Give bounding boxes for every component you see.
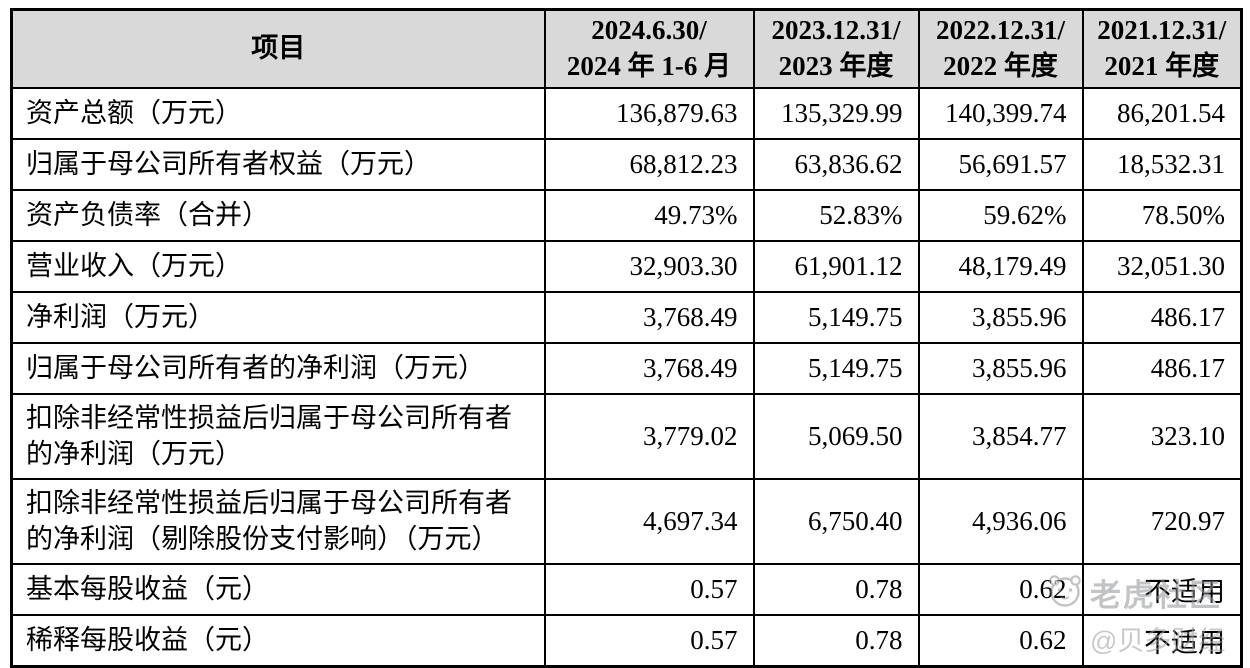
period-line2: 2024 年 1-6 月 (566, 51, 732, 81)
value-cell: 5,149.75 (752, 291, 920, 344)
row-label-cell: 资产负债率（合并） (10, 189, 546, 242)
value-cell: 3,855.96 (917, 342, 1084, 395)
value-cell: 0.78 (752, 613, 920, 668)
period-line1: 2023.12.31/ (771, 15, 901, 46)
row-label-cell: 归属于母公司所有者的净利润（万元） (10, 342, 546, 395)
table-body: 资产总额（万元） 136,879.63 135,329.99 140,399.74 86… (10, 87, 1243, 668)
column-header-item: 项目 (10, 8, 546, 89)
value-cell: 0.57 (543, 562, 755, 616)
value-cell: 4,697.34 (543, 477, 755, 565)
value-cell: 0.62 (917, 613, 1084, 668)
table-row: 资产负债率（合并） 49.73% 52.83% 59.62% 78.50% (10, 189, 1243, 242)
value-cell: 59.62% (917, 189, 1084, 242)
row-label-cell: 扣除非经常性损益后归属于母公司所有者的净利润（剔除股份支付影响）（万元） (10, 477, 546, 565)
value-cell: 56,691.57 (917, 138, 1084, 191)
value-cell: 486.17 (1081, 342, 1243, 395)
value-cell: 0.78 (752, 562, 920, 616)
period-line2: 2022 年度 (943, 51, 1058, 81)
value-cell: 0.57 (543, 613, 755, 668)
value-cell: 135,329.99 (752, 87, 920, 140)
value-cell: 140,399.74 (917, 87, 1084, 140)
table-row: 归属于母公司所有者权益（万元） 68,812.23 63,836.62 56,691.… (10, 138, 1243, 191)
row-label-cell: 归属于母公司所有者权益（万元） (10, 138, 546, 191)
row-label-cell: 资产总额（万元） (10, 87, 546, 140)
value-cell: 3,768.49 (543, 291, 755, 344)
period-line1: 2022.12.31/ (935, 15, 1065, 46)
value-cell: 18,532.31 (1081, 138, 1243, 191)
value-cell: 3,855.96 (917, 291, 1084, 344)
value-cell: 136,879.63 (543, 87, 755, 140)
value-cell: 0.62 (917, 562, 1084, 616)
table-header: 项目 2024.6.30/2024 年 1-6 月 2023.12.31/2023… (10, 8, 1243, 89)
row-label-cell: 稀释每股收益（元） (10, 613, 546, 668)
row-label-cell: 营业收入（万元） (10, 240, 546, 293)
table-row: 稀释每股收益（元） 0.57 0.78 0.62 不适用 (10, 613, 1243, 668)
table-row: 基本每股收益（元） 0.57 0.78 0.62 不适用 (10, 562, 1243, 616)
table-row: 营业收入（万元） 32,903.30 61,901.12 48,179.49 32,05… (10, 240, 1243, 293)
value-cell: 323.10 (1081, 393, 1243, 480)
financial-summary-table: 项目 2024.6.30/2024 年 1-6 月 2023.12.31/2023… (10, 8, 1243, 668)
period-line2: 2023 年度 (778, 51, 894, 81)
table-row: 扣除非经常性损益后归属于母公司所有者的净利润（万元） 3,779.02 5,069.… (10, 393, 1243, 480)
table-row: 扣除非经常性损益后归属于母公司所有者的净利润（剔除股份支付影响）（万元） 4,69… (10, 477, 1243, 565)
period-line2: 2021 年度 (1104, 51, 1220, 81)
column-header-period: 2022.12.31/2022 年度 (917, 8, 1084, 89)
value-cell: 49.73% (543, 189, 755, 242)
period-line1: 2021.12.31/ (1097, 15, 1227, 46)
header-row: 项目 2024.6.30/2024 年 1-6 月 2023.12.31/2023… (10, 8, 1243, 89)
column-header-item-label: 项目 (251, 33, 306, 64)
value-cell: 63,836.62 (752, 138, 920, 191)
value-cell: 68,812.23 (543, 138, 755, 191)
value-cell: 32,903.30 (543, 240, 755, 293)
value-cell: 48,179.49 (917, 240, 1084, 293)
value-cell: 4,936.06 (917, 477, 1084, 565)
value-cell: 不适用 (1081, 613, 1243, 668)
value-cell: 61,901.12 (752, 240, 920, 293)
row-label-cell: 净利润（万元） (10, 291, 546, 344)
value-cell: 3,779.02 (543, 393, 755, 480)
value-cell: 6,750.40 (752, 477, 920, 565)
value-cell: 5,069.50 (752, 393, 920, 480)
period-line1: 2024.6.30/ (591, 15, 707, 46)
value-cell: 720.97 (1081, 477, 1243, 565)
table-row: 归属于母公司所有者的净利润（万元） 3,768.49 5,149.75 3,855.9… (10, 342, 1243, 395)
value-cell: 5,149.75 (752, 342, 920, 395)
row-label-cell: 基本每股收益（元） (10, 562, 546, 616)
value-cell: 不适用 (1081, 562, 1243, 616)
value-cell: 486.17 (1081, 291, 1243, 344)
value-cell: 3,854.77 (917, 393, 1084, 480)
row-label-cell: 扣除非经常性损益后归属于母公司所有者的净利润（万元） (10, 393, 546, 480)
column-header-period: 2024.6.30/2024 年 1-6 月 (543, 8, 755, 89)
value-cell: 32,051.30 (1081, 240, 1243, 293)
table-row: 资产总额（万元） 136,879.63 135,329.99 140,399.74 86… (10, 87, 1243, 140)
value-cell: 52.83% (752, 189, 920, 242)
value-cell: 86,201.54 (1081, 87, 1243, 140)
table-row: 净利润（万元） 3,768.49 5,149.75 3,855.96 486.17 (10, 291, 1243, 344)
column-header-period: 2021.12.31/2021 年度 (1081, 8, 1243, 89)
column-header-period: 2023.12.31/2023 年度 (752, 8, 920, 89)
value-cell: 3,768.49 (543, 342, 755, 395)
value-cell: 78.50% (1081, 189, 1243, 242)
